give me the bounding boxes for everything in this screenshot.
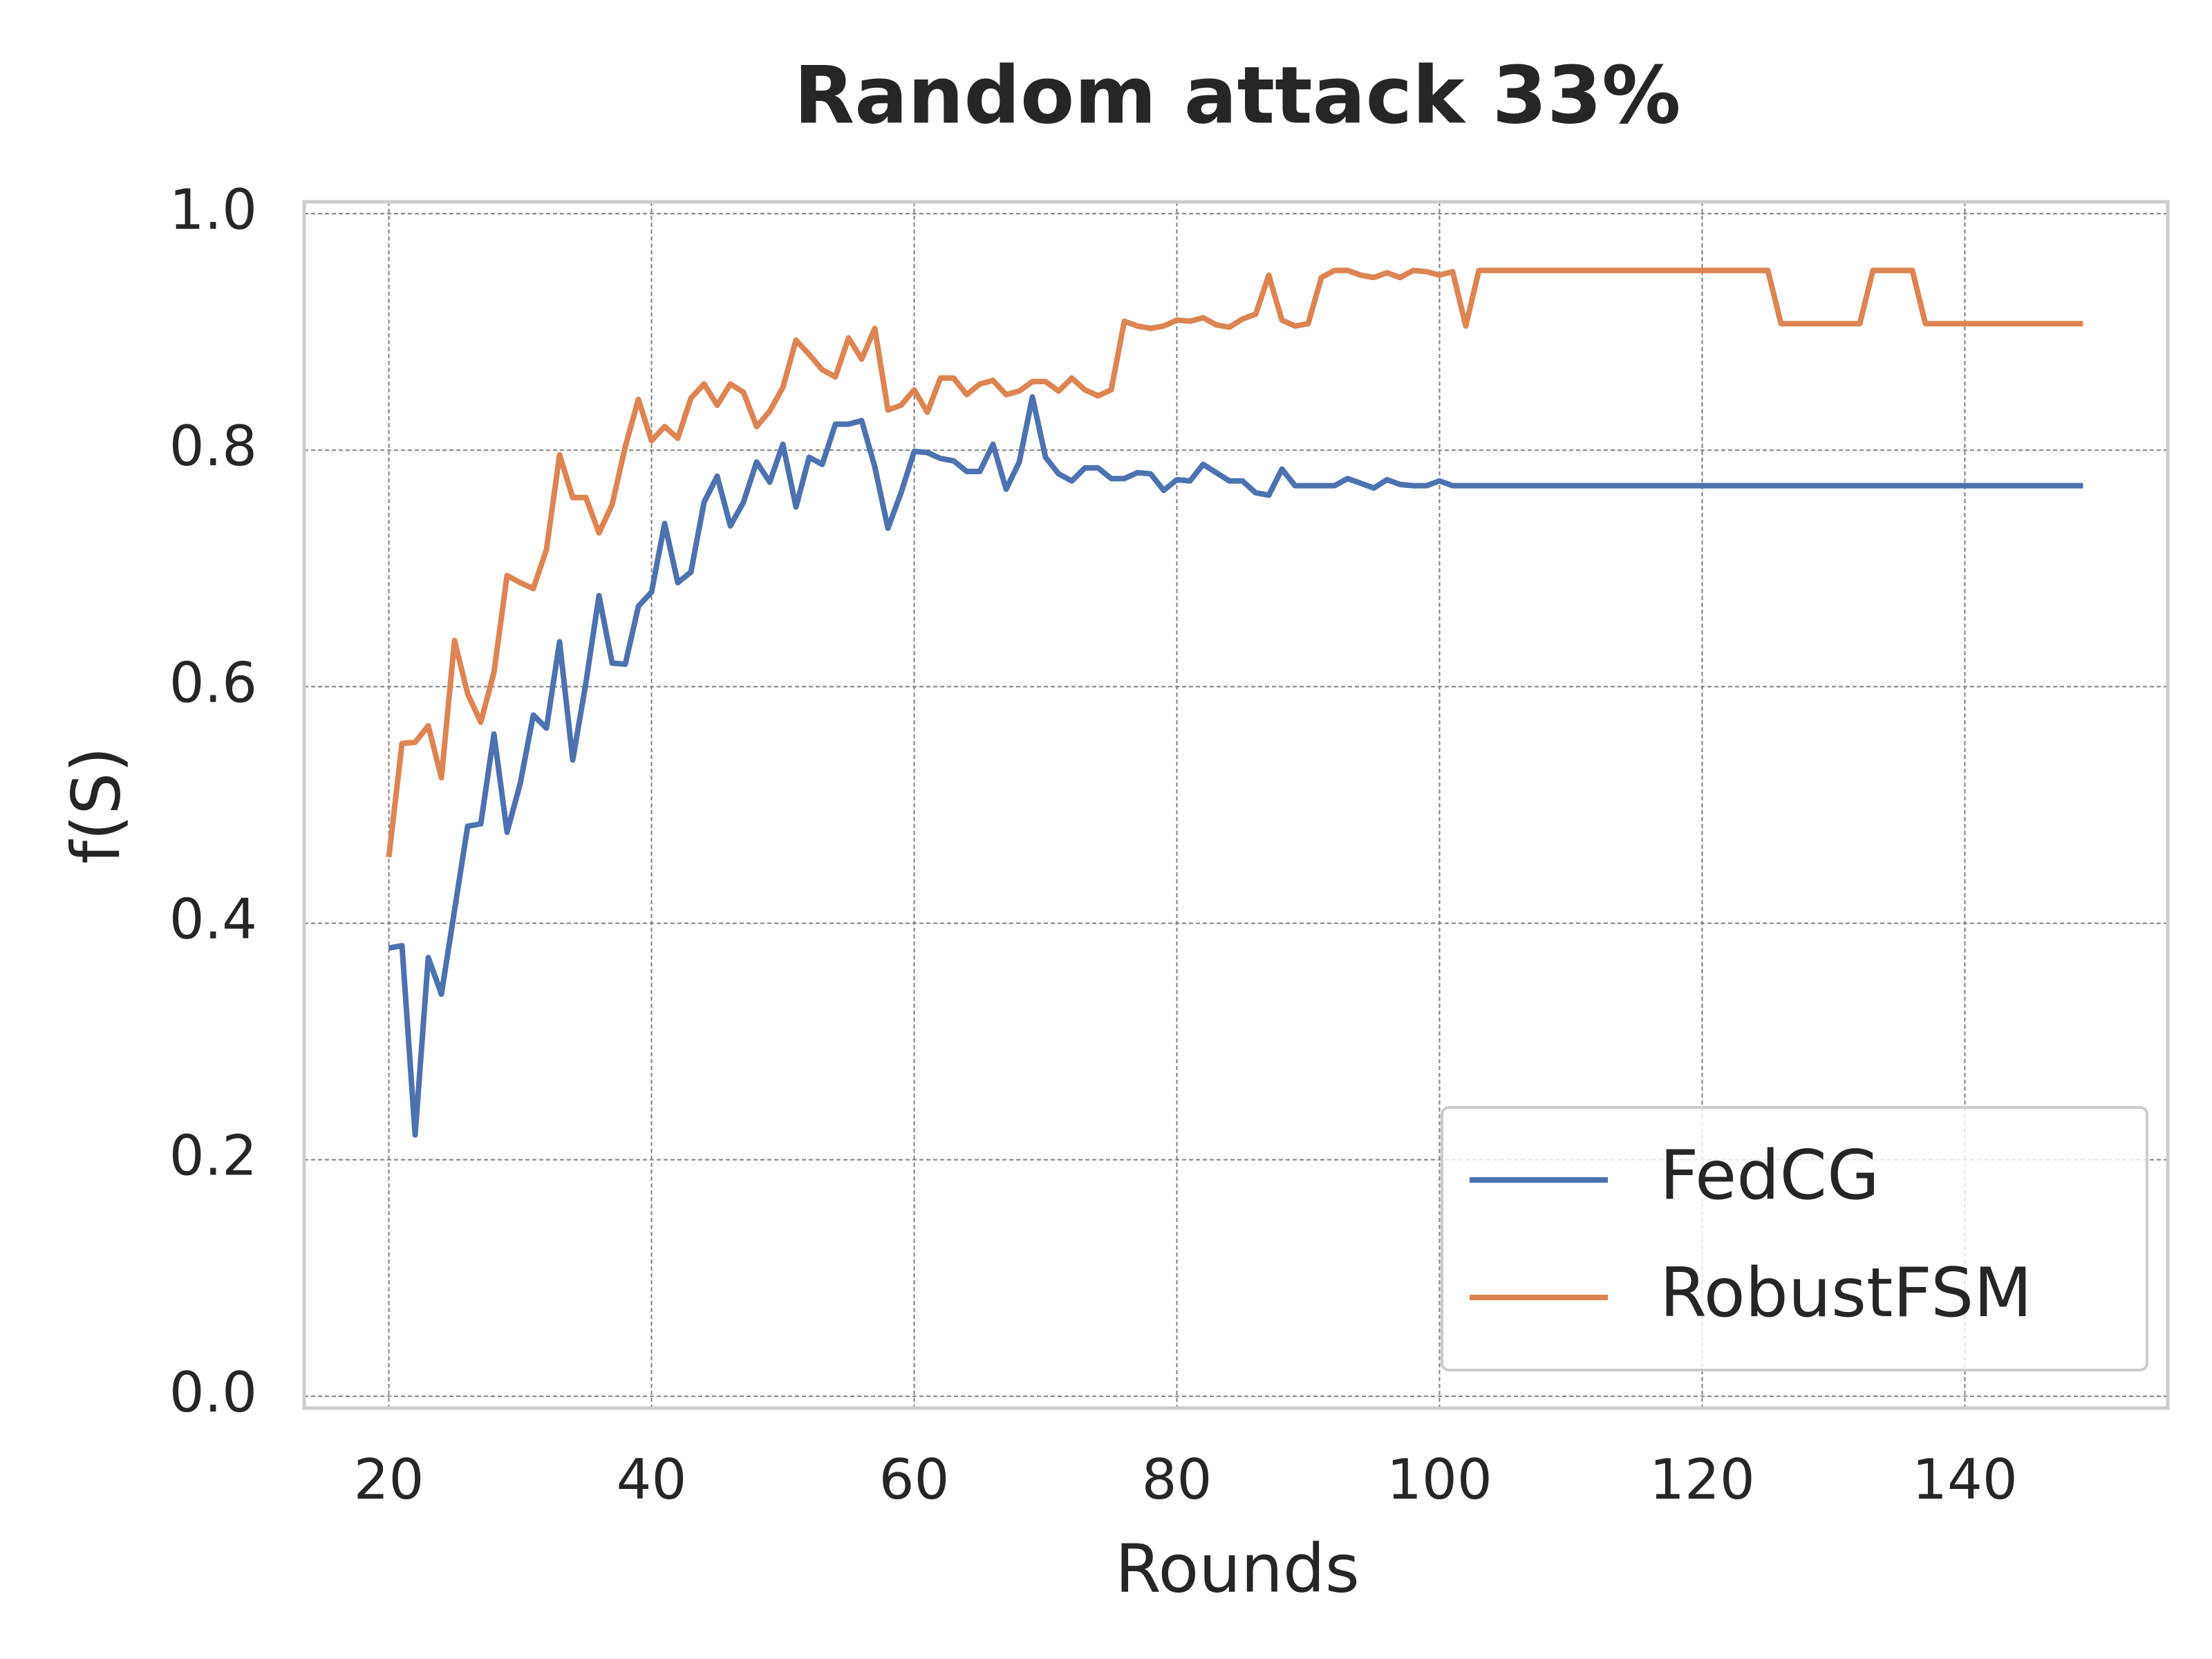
x-tick-label: 80: [1142, 1447, 1212, 1512]
chart-title: Random attack 33%: [794, 49, 1680, 141]
x-tick-label: 40: [617, 1447, 687, 1512]
y-tick-label: 1.0: [169, 178, 257, 242]
grid: [304, 202, 2168, 1408]
legend-label: FedCG: [1660, 1136, 1880, 1215]
legend: FedCG RobustFSM: [1441, 1106, 2148, 1371]
plot-frame: [302, 200, 2170, 1410]
y-tick-label: 0.8: [169, 414, 257, 478]
y-tick-label: 0.6: [169, 650, 257, 715]
x-tick-label: 20: [354, 1447, 424, 1512]
legend-label: RobustFSM: [1660, 1254, 2032, 1333]
y-tick-label: 0.2: [169, 1124, 257, 1188]
x-tick-label: 140: [1912, 1447, 2018, 1512]
series-line: [388, 394, 2083, 1138]
x-tick-label: 60: [879, 1447, 950, 1512]
x-axis-label: Rounds: [1115, 1530, 1360, 1607]
y-axis-label: f(S): [57, 747, 135, 864]
y-tick-label: 0.4: [169, 888, 257, 952]
x-tick-label: 120: [1649, 1447, 1755, 1512]
plot-lines: [386, 268, 2083, 1138]
x-tick-label: 100: [1387, 1447, 1492, 1512]
legend-box: [1441, 1106, 2148, 1371]
series-line: [386, 268, 2083, 858]
y-tick-label: 0.0: [169, 1360, 257, 1425]
